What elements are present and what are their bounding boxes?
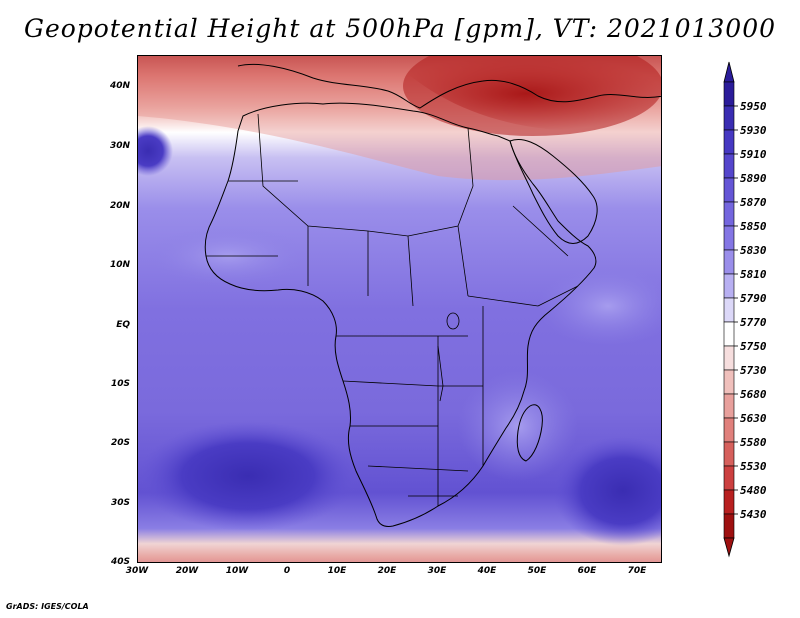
colorbar-swatch (723, 465, 735, 491)
indian-ocean-light-patch (538, 266, 661, 346)
lat-label: 40S (110, 557, 130, 567)
colorbar-swatch (723, 201, 735, 227)
colorbar-level-label: 5870 (740, 196, 767, 209)
colorbar-swatch (723, 345, 735, 371)
lat-label: 30N (109, 141, 130, 151)
colorbar-level-label: 5680 (740, 388, 767, 401)
colorbar-swatch (723, 225, 735, 251)
colorbar-swatch (723, 417, 735, 443)
lon-label: 10E (327, 566, 347, 576)
lon-label: 60E (577, 566, 597, 576)
colorbar-level-label: 5630 (740, 412, 767, 425)
colorbar-level-label: 5810 (740, 268, 767, 281)
footer-credit: GrADS: IGES/COLA (6, 602, 89, 611)
indian-ocean-low (553, 436, 661, 546)
lon-label: 40E (477, 566, 497, 576)
colorbar-swatch (723, 273, 735, 299)
colorbar-swatch (723, 297, 735, 323)
lat-label: 10N (109, 260, 130, 270)
colorbar-level-label: 5790 (740, 292, 767, 305)
arabia-outline (509, 139, 598, 244)
atlantic-high-core (138, 126, 173, 176)
lat-label: 30S (110, 498, 130, 508)
colorbar-level-label: 5750 (740, 340, 767, 353)
lon-label: 10W (225, 566, 249, 576)
colorbar-level-label: 5890 (740, 172, 767, 185)
colorbar-level-label: 5730 (740, 364, 767, 377)
colorbar-level-label: 5850 (740, 220, 767, 233)
colorbar-level-label: 5480 (740, 484, 767, 497)
lat-label: 20S (110, 438, 130, 448)
colorbar-swatch (723, 513, 735, 539)
colorbar-level-label: 5950 (740, 100, 767, 113)
colorbar-swatch (723, 393, 735, 419)
colorbar-swatch (723, 249, 735, 275)
europe-coastline (237, 63, 661, 109)
colorbar-level-label: 5770 (740, 316, 767, 329)
colorbar-swatch (723, 489, 735, 515)
colorbar-swatch (723, 153, 735, 179)
lat-label: 10S (110, 379, 130, 389)
red-core-east (403, 56, 661, 136)
lon-label: 70E (627, 566, 647, 576)
lat-label: 40N (109, 81, 130, 91)
geopotential-height-map (137, 55, 662, 563)
map-canvas (138, 56, 661, 562)
colorbar-swatch (723, 177, 735, 203)
lon-label: 30E (427, 566, 447, 576)
colorbar-swatch (723, 369, 735, 395)
lon-label: 50E (527, 566, 547, 576)
colorbar-level-label: 5430 (740, 508, 767, 521)
colorbar: 5950 5930 5910 5890 5870 5850 5830 5810 5790 5770… (723, 61, 767, 558)
madagascar-outline (516, 404, 543, 462)
colorbar-swatch (723, 321, 735, 347)
colorbar-level-label: 5830 (740, 244, 767, 257)
colorbar-swatch (723, 441, 735, 467)
lon-label: 0 (283, 566, 291, 576)
lon-label: 30W (125, 566, 149, 576)
madagascar-light-patch (458, 371, 578, 481)
country-borders (206, 113, 579, 506)
lake-tanganyika (437, 345, 444, 402)
colorbar-level-label: 5580 (740, 436, 767, 449)
map-title: Geopotential Height at 500hPa [gpm], VT:… (23, 14, 777, 43)
colorbar-level-label: 5910 (740, 148, 767, 161)
colorbar-top-arrow (723, 61, 735, 83)
colorbar-bottom-arrow (723, 537, 735, 558)
colorbar-swatch (723, 129, 735, 155)
colorbar-level-label: 5930 (740, 124, 767, 137)
lat-label: 20N (109, 201, 130, 211)
colorbar-swatch (723, 81, 735, 107)
lat-label: EQ (116, 320, 130, 330)
lon-label: 20W (175, 566, 199, 576)
colorbar-swatch (723, 105, 735, 131)
lon-label: 20E (377, 566, 397, 576)
lake-victoria (446, 312, 460, 330)
south-atlantic-low (138, 421, 358, 531)
colorbar-level-label: 5530 (740, 460, 767, 473)
